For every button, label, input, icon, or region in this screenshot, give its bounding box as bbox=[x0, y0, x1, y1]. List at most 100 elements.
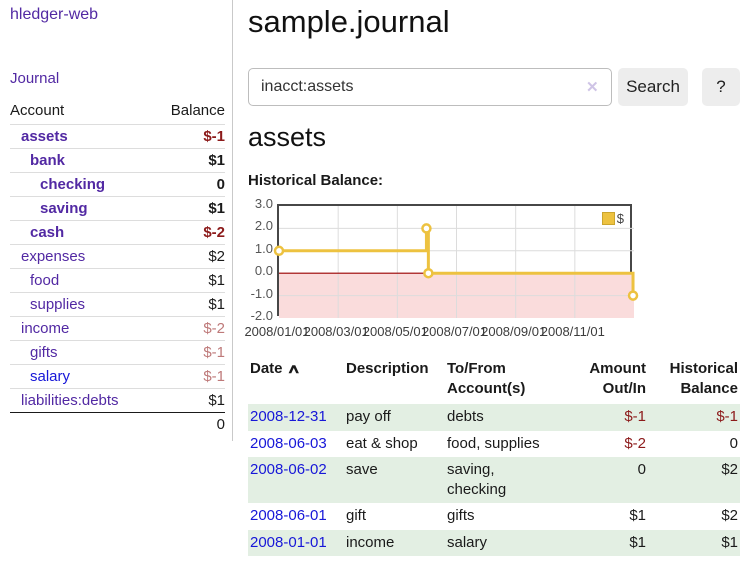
x-tick-label: 2008/11/01 bbox=[540, 324, 605, 339]
transaction-row: 2008-06-02 save saving, checking 0 $2 bbox=[248, 457, 740, 503]
y-tick-label: -1.0 bbox=[250, 285, 273, 301]
transaction-date-link[interactable]: 2008-06-03 bbox=[250, 434, 327, 452]
transaction-accounts: saving, checking bbox=[447, 461, 507, 498]
account-row: food $1 bbox=[10, 268, 225, 293]
account-link-income[interactable]: income bbox=[21, 320, 70, 337]
app-title-link[interactable]: hledger-web bbox=[10, 6, 99, 23]
transaction-amount: $1 bbox=[629, 533, 646, 551]
transaction-balance: $1 bbox=[721, 533, 738, 551]
x-tick-label: 2008/05/01 bbox=[362, 324, 428, 339]
help-button[interactable]: ? bbox=[702, 68, 740, 106]
transaction-row: 2008-06-03 eat & shop food, supplies $-2… bbox=[248, 431, 740, 458]
transaction-accounts: gifts bbox=[447, 507, 475, 524]
transaction-row: 2008-01-01 income salary $1 $1 bbox=[248, 529, 740, 556]
accounts-header-row: Account Balance bbox=[10, 100, 225, 125]
search-input[interactable] bbox=[248, 68, 612, 106]
column-header-date[interactable]: Date ∧ bbox=[250, 360, 301, 377]
account-balance: $-1 bbox=[153, 364, 225, 389]
chart-canvas bbox=[273, 206, 639, 318]
account-link-saving[interactable]: saving bbox=[40, 200, 88, 217]
account-row: liabilities:debts $1 bbox=[10, 388, 225, 413]
transaction-row: 2008-06-01 gift gifts $1 $2 bbox=[248, 503, 740, 530]
account-balance: 0 bbox=[153, 172, 225, 197]
sidebar: hledger-web Journal Account Balance asse… bbox=[0, 0, 233, 441]
account-link-expenses[interactable]: expenses bbox=[21, 248, 86, 265]
account-link-gifts[interactable]: gifts bbox=[30, 344, 58, 361]
account-link-liabilities-debts[interactable]: liabilities:debts bbox=[21, 392, 119, 409]
account-balance: $1 bbox=[153, 292, 225, 317]
y-tick-label: -2.0 bbox=[250, 308, 273, 323]
y-tick-label: 3.0 bbox=[254, 196, 273, 211]
sort-ascending-icon: ∧ bbox=[286, 361, 301, 376]
page-title: sample.journal bbox=[248, 4, 450, 39]
transaction-amount: $1 bbox=[629, 507, 646, 524]
transaction-amount: $-1 bbox=[624, 408, 646, 425]
account-balance: $-1 bbox=[153, 340, 225, 365]
x-tick-label: 2008/09/01 bbox=[481, 324, 547, 339]
account-balance: $1 bbox=[153, 148, 225, 173]
chart-title: Historical Balance: bbox=[248, 172, 384, 189]
account-row: supplies $1 bbox=[10, 292, 225, 317]
account-row: gifts $-1 bbox=[10, 340, 225, 365]
account-row: saving $1 bbox=[10, 196, 225, 221]
transaction-balance: $2 bbox=[721, 461, 738, 478]
account-row: checking 0 bbox=[10, 172, 225, 197]
account-link-cash[interactable]: cash bbox=[30, 224, 65, 241]
account-link-supplies[interactable]: supplies bbox=[30, 296, 86, 313]
transaction-row: 2008-12-31 pay off debts $-1 $-1 bbox=[248, 404, 740, 431]
transaction-date-link[interactable]: 2008-06-01 bbox=[250, 507, 327, 524]
account-balance: $1 bbox=[153, 196, 225, 221]
transaction-description: income bbox=[346, 533, 395, 551]
transaction-description: pay off bbox=[346, 408, 391, 425]
transaction-date-link[interactable]: 2008-06-02 bbox=[250, 461, 327, 478]
accounts-total-row: 0 bbox=[10, 412, 225, 437]
column-header-tofrom[interactable]: To/From Account(s) bbox=[447, 360, 526, 397]
legend-label: $ bbox=[616, 211, 624, 226]
sidebar-item-journal[interactable]: Journal bbox=[10, 70, 60, 87]
clear-search-icon[interactable]: ✕ bbox=[586, 79, 599, 96]
transaction-amount: 0 bbox=[637, 461, 646, 478]
column-header-amount[interactable]: Amount Out/In bbox=[589, 360, 646, 397]
search-form: ✕ Search ? bbox=[248, 68, 742, 108]
register-table: Date ∧ Description To/From Account(s) Amo… bbox=[248, 356, 740, 556]
accounts-total-value: 0 bbox=[153, 412, 225, 437]
x-tick-label: 2008/03/01 bbox=[303, 324, 369, 339]
chart-legend: $ bbox=[599, 210, 626, 227]
account-link-salary[interactable]: salary bbox=[30, 368, 71, 385]
account-row: assets $-1 bbox=[10, 124, 225, 149]
account-balance: $1 bbox=[153, 388, 225, 413]
accounts-header-account: Account bbox=[10, 102, 65, 119]
account-balance: $-2 bbox=[153, 316, 225, 341]
account-link-bank[interactable]: bank bbox=[30, 152, 66, 169]
account-balance: $1 bbox=[153, 268, 225, 293]
legend-swatch-icon bbox=[601, 212, 615, 225]
y-tick-label: 0.0 bbox=[254, 263, 273, 279]
account-link-assets[interactable]: assets bbox=[21, 128, 68, 145]
account-link-food[interactable]: food bbox=[30, 272, 60, 289]
account-balance: $2 bbox=[153, 244, 225, 269]
column-header-balance[interactable]: Historical Balance bbox=[669, 360, 738, 397]
transaction-description: gift bbox=[346, 507, 367, 524]
register-account-heading: assets bbox=[248, 122, 327, 152]
transaction-balance: $-1 bbox=[716, 408, 738, 425]
transaction-balance: $2 bbox=[721, 507, 738, 524]
column-header-description[interactable]: Description bbox=[346, 360, 429, 377]
transaction-accounts: salary bbox=[447, 533, 488, 551]
transaction-description: eat & shop bbox=[346, 434, 418, 452]
account-row: bank $1 bbox=[10, 148, 225, 173]
historical-balance-chart: 3.0 2.0 1.0 0.0 -1.0 -2.0 $ 2008/01/01 2008/03… bbox=[244, 196, 742, 346]
account-row: expenses $2 bbox=[10, 244, 225, 269]
accounts-table: Account Balance assets $-1 bank $1 check… bbox=[10, 100, 225, 437]
search-button[interactable]: Search bbox=[618, 68, 688, 106]
account-balance: $-2 bbox=[153, 220, 225, 245]
account-row: income $-2 bbox=[10, 316, 225, 341]
transaction-amount: $-2 bbox=[624, 434, 646, 452]
account-row: cash $-2 bbox=[10, 220, 225, 245]
x-tick-label: 2008/01/01 bbox=[244, 324, 310, 339]
transaction-date-link[interactable]: 2008-01-01 bbox=[250, 533, 327, 551]
x-tick-label: 2008/07/01 bbox=[421, 324, 488, 339]
y-tick-label: 1.0 bbox=[254, 240, 273, 256]
account-link-checking[interactable]: checking bbox=[40, 176, 106, 193]
transaction-date-link[interactable]: 2008-12-31 bbox=[250, 408, 327, 425]
